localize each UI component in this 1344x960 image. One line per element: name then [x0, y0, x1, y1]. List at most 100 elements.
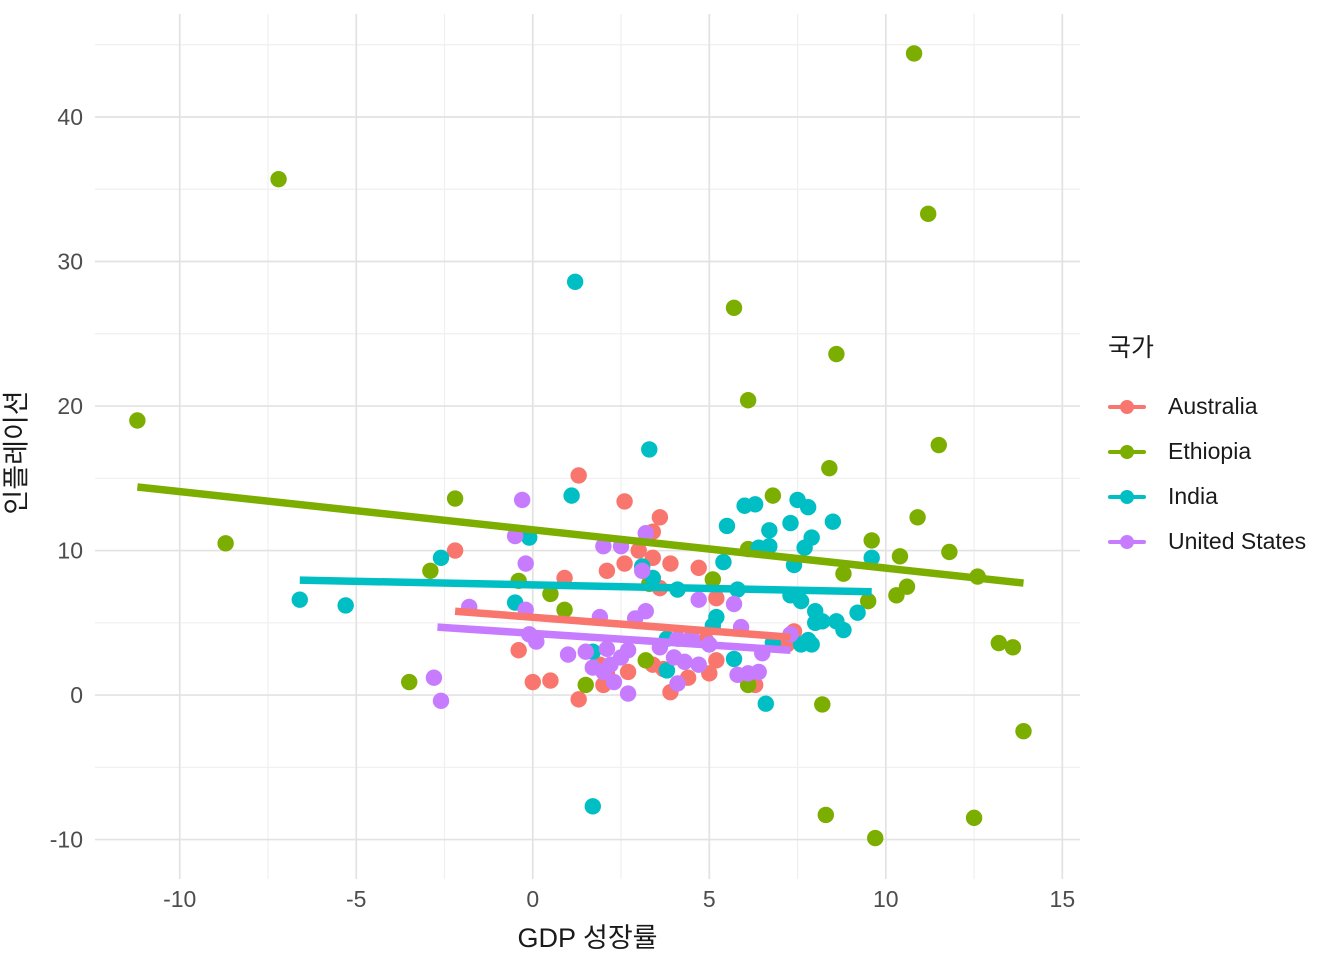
data-point-ethiopia: [401, 673, 418, 691]
data-point-australia: [630, 542, 647, 559]
x-tick-label: 10: [873, 886, 899, 912]
data-point-ethiopia: [828, 345, 845, 363]
data-point-ethiopia: [725, 299, 743, 316]
data-point-ethiopia: [817, 806, 835, 824]
data-point-united-states: [619, 685, 637, 702]
data-point-india: [803, 636, 820, 653]
data-point-ethiopia: [814, 696, 831, 713]
y-tick-label: -10: [50, 827, 83, 853]
data-point-united-states: [425, 669, 443, 686]
point-icon: [1120, 399, 1134, 414]
data-point-india: [641, 441, 658, 458]
data-point-ethiopia: [835, 565, 852, 582]
data-point-united-states: [513, 491, 531, 509]
data-point-india: [799, 498, 817, 516]
data-point-united-states: [619, 642, 637, 659]
data-point-ethiopia: [867, 829, 884, 847]
data-point-india: [563, 487, 580, 504]
data-point-united-states: [725, 595, 743, 613]
trend-line-united-states: [437, 623, 791, 654]
data-point-ethiopia: [556, 601, 573, 618]
data-point-india: [757, 695, 774, 712]
legend-item-australia: Australia: [1108, 384, 1306, 429]
data-point-india: [835, 621, 852, 639]
y-axis-title: 인플레이션: [1, 390, 32, 515]
data-point-ethiopia: [863, 532, 880, 549]
point-icon: [1120, 489, 1134, 504]
data-point-india: [584, 798, 601, 815]
data-point-ethiopia: [577, 676, 594, 694]
data-point-india: [725, 650, 743, 668]
data-point-ethiopia: [905, 45, 923, 62]
y-tick-label: 20: [57, 393, 83, 419]
trend-line-india: [299, 576, 872, 596]
legend-title: 국가: [1108, 334, 1155, 362]
data-point-ethiopia: [739, 676, 757, 694]
data-point-india: [796, 539, 813, 556]
data-point-ethiopia: [891, 548, 909, 565]
data-point-ethiopia: [941, 543, 958, 561]
data-point-india: [432, 549, 450, 566]
legend-label: Australia: [1168, 393, 1258, 419]
data-point-india: [814, 613, 831, 630]
data-point-australia: [446, 542, 464, 559]
legend-key-ethiopia: [1108, 444, 1146, 460]
legend-item-united-states: United States: [1108, 519, 1306, 564]
data-point-ethiopia: [270, 170, 287, 188]
data-point-ethiopia: [859, 592, 877, 610]
legend-item-india: India: [1108, 474, 1306, 519]
data-point-india: [824, 513, 842, 530]
data-point-ethiopia: [217, 535, 234, 552]
data-point-united-states: [690, 656, 707, 673]
data-point-ethiopia: [637, 652, 654, 669]
data-point-australia: [708, 590, 725, 607]
data-point-united-states: [605, 673, 623, 691]
data-point-india: [566, 273, 584, 290]
data-point-australia: [619, 663, 637, 681]
point-icon: [1120, 444, 1134, 459]
data-point-united-states: [595, 538, 612, 555]
y-tick-label: 0: [70, 682, 83, 708]
data-point-united-states: [559, 646, 577, 663]
y-tick-label: 30: [57, 249, 83, 275]
y-tick-label: 10: [57, 538, 83, 564]
trend-line-ethiopia: [136, 483, 1024, 587]
data-point-ethiopia: [1004, 639, 1022, 656]
data-point-united-states: [577, 643, 594, 660]
data-point-ethiopia: [739, 392, 757, 409]
data-point-australia: [570, 467, 587, 484]
data-point-united-states: [690, 591, 707, 608]
data-point-australia: [570, 691, 587, 708]
data-point-united-states: [598, 640, 616, 658]
data-point-india: [761, 538, 778, 555]
data-point-ethiopia: [704, 571, 722, 588]
data-point-ethiopia: [129, 412, 146, 429]
data-point-australia: [708, 652, 725, 669]
x-tick-label: -10: [163, 886, 196, 912]
data-point-india: [761, 522, 778, 539]
legend-label: United States: [1168, 528, 1307, 554]
data-point-australia: [690, 559, 707, 577]
data-point-australia: [616, 493, 633, 510]
data-point-ethiopia: [898, 578, 916, 595]
data-point-india: [337, 597, 354, 614]
data-point-india: [715, 553, 732, 571]
data-point-australia: [542, 672, 559, 689]
x-axis-title: GDP 성장률: [517, 923, 658, 953]
data-point-india: [849, 604, 866, 621]
data-point-ethiopia: [965, 809, 983, 827]
data-point-australia: [662, 555, 679, 572]
data-point-united-states: [637, 525, 654, 542]
data-point-australia: [524, 673, 541, 691]
data-point-united-states: [669, 675, 686, 692]
data-point-ethiopia: [919, 205, 937, 223]
data-point-australia: [510, 642, 527, 659]
data-point-ethiopia: [909, 509, 926, 526]
legend-key-india: [1108, 489, 1146, 505]
x-tick-label: 15: [1050, 886, 1076, 912]
data-point-ethiopia: [446, 490, 464, 507]
legend-label: India: [1168, 483, 1218, 509]
y-tick-label: 40: [57, 104, 83, 130]
